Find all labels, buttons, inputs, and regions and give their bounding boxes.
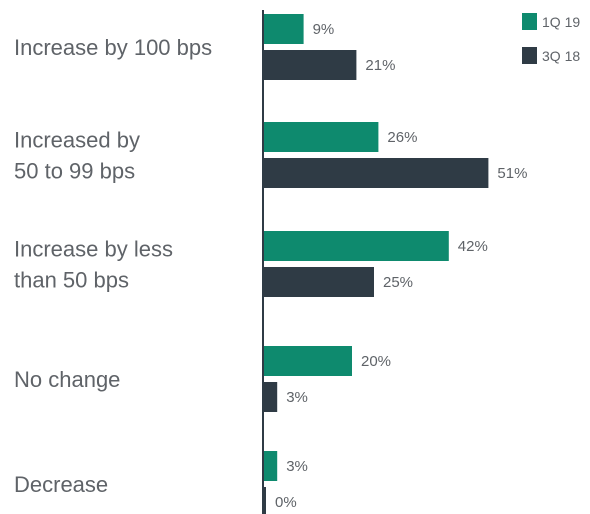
value-labels: 9% 21% 26% 51% 42% 25% 20% 3% 3% 0%	[275, 21, 527, 511]
bar	[264, 487, 266, 514]
legend-swatch	[522, 47, 537, 64]
category-label: No change	[14, 367, 120, 392]
category-label-line: Increase by less	[14, 237, 173, 262]
value-label: 9%	[313, 21, 335, 38]
value-label: 42%	[458, 238, 488, 255]
bar	[264, 14, 304, 44]
category-label: Decrease	[14, 472, 108, 497]
value-label: 25%	[383, 274, 413, 291]
bar	[264, 346, 352, 376]
legend-swatch	[522, 13, 537, 30]
category-label-line: 50 to 99 bps	[14, 159, 135, 184]
category-label: Increase by 100 bps	[14, 35, 212, 60]
value-label: 3%	[286, 389, 308, 406]
category-labels: Increase by 100 bps Increased by 50 to 99 …	[14, 35, 212, 497]
value-label: 0%	[275, 494, 297, 511]
category-label-line: No change	[14, 367, 120, 392]
category-label: Increased by 50 to 99 bps	[14, 128, 140, 184]
bar	[264, 382, 278, 412]
bar	[264, 50, 357, 80]
bar	[264, 158, 489, 188]
category-label-line: than 50 bps	[14, 268, 129, 293]
category-label-line: Increase by 100 bps	[14, 35, 212, 60]
value-label: 26%	[387, 129, 417, 146]
category-label-line: Increased by	[14, 128, 140, 153]
value-label: 3%	[286, 458, 308, 475]
bar	[264, 451, 278, 481]
value-label: 20%	[361, 353, 391, 370]
bar	[264, 267, 374, 297]
bar	[264, 231, 449, 261]
value-label: 51%	[497, 165, 527, 182]
value-label: 21%	[365, 57, 395, 74]
legend-label: 1Q 19	[542, 14, 580, 30]
category-label-line: Decrease	[14, 472, 108, 497]
category-label: Increase by less than 50 bps	[14, 237, 173, 293]
legend-label: 3Q 18	[542, 48, 580, 64]
bar	[264, 122, 379, 152]
legend: 1Q 19 3Q 18	[522, 13, 580, 64]
bars-layer	[264, 14, 489, 514]
